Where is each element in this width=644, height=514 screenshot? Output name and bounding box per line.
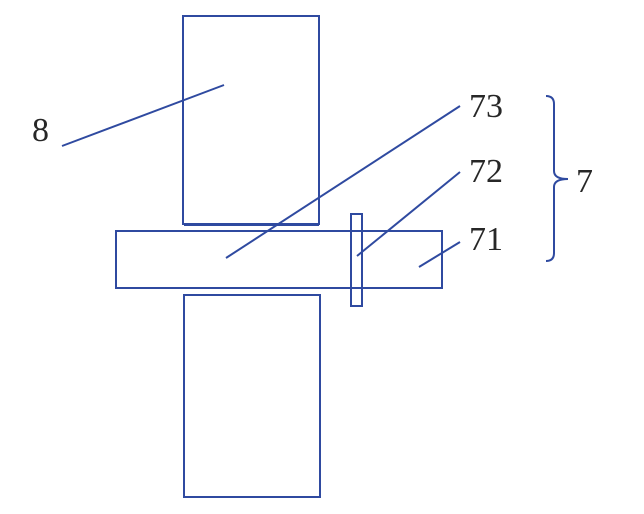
vertical-bar-lower <box>184 295 320 497</box>
label-8: 8 <box>32 112 49 149</box>
brace-7 <box>546 96 568 261</box>
label-7: 7 <box>576 163 593 200</box>
label-73: 73 <box>469 88 503 125</box>
cross-bar <box>116 231 442 288</box>
label-72: 72 <box>469 153 503 190</box>
label-71: 71 <box>469 221 503 258</box>
vertical-bar-upper <box>183 16 319 224</box>
leader-8 <box>62 85 224 146</box>
diagram: 8 73 72 71 7 <box>0 0 644 514</box>
